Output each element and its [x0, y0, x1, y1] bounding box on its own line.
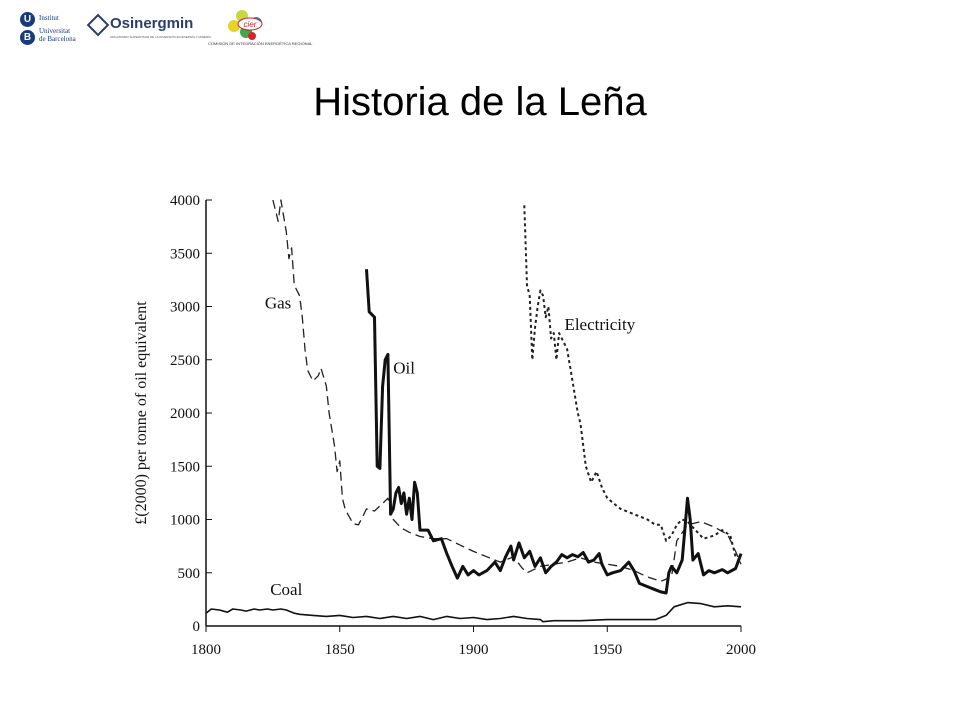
cier-mark-icon: cier: [228, 10, 263, 40]
slide-title: Historia de la Leña: [313, 80, 647, 124]
ub-logo: U B Institut Universitat de Barcelona: [18, 10, 80, 50]
x-tick-label: 1850: [325, 642, 355, 658]
series-label-oil: Oil: [393, 359, 415, 378]
osinergmin-subtitle: ORGANISMO SUPERVISOR DE LA INVERSIÓN EN …: [110, 35, 212, 39]
series-line-oil: [365, 269, 743, 595]
x-tick-label: 1800: [191, 642, 221, 658]
osinergmin-logo: Osinergmin ORGANISMO SUPERVISOR DE LA IN…: [86, 13, 211, 45]
x-tick-label: 1950: [592, 642, 622, 658]
cier-name: cier: [244, 20, 257, 29]
y-axis-title: £(2000) per tonne of oil equivalent: [133, 301, 150, 525]
energy-price-chart: 0 500 1000 1500 2000 2500 3000 3500 4000 1800 1850…: [133, 193, 756, 658]
x-tick-label: 2000: [726, 642, 756, 658]
ub-letter-u: U: [20, 12, 35, 27]
cier-logo: cier COMISIÓN DE INTEGRACIÓN ENERGÉTICA …: [208, 10, 318, 50]
y-tick-label: 4000: [170, 193, 200, 209]
chart-axes: 0 500 1000 1500 2000 2500 3000 3500 4000 1800 1850…: [133, 193, 756, 658]
y-tick-label: 1000: [170, 513, 200, 529]
ub-letter-b: B: [20, 30, 35, 45]
series-label-coal: Coal: [270, 580, 302, 599]
series-label-gas: Gas: [265, 294, 291, 313]
chart-series: [205, 199, 743, 623]
series-line-electricity: [523, 205, 742, 560]
chart-series-labels: Gas Oil Electricity Coal: [265, 294, 636, 599]
series-label-electricity: Electricity: [564, 315, 635, 334]
y-tick-label: 2000: [170, 406, 200, 422]
osinergmin-mark-icon: [86, 13, 110, 37]
logos-bar: U B Institut Universitat de Barcelona Os…: [18, 10, 318, 50]
cier-subtitle: COMISIÓN DE INTEGRACIÓN ENERGÉTICA REGIO…: [208, 41, 313, 46]
y-tick-label: 2500: [170, 353, 200, 369]
x-tick-label: 1900: [459, 642, 489, 658]
osinergmin-name: Osinergmin: [110, 15, 194, 32]
y-tick-label: 500: [178, 566, 201, 582]
y-tick-label: 1500: [170, 459, 200, 475]
ub-text-line-2: Universitat: [39, 27, 71, 35]
series-line-coal: [205, 601, 742, 623]
ub-text-line-1: Institut: [39, 14, 59, 22]
y-tick-label: 3000: [170, 300, 200, 316]
series-line-gas: [272, 199, 742, 582]
y-tick-label: 0: [193, 619, 201, 635]
ub-text-line-3: de Barcelona: [39, 35, 76, 43]
y-tick-label: 3500: [170, 246, 200, 262]
